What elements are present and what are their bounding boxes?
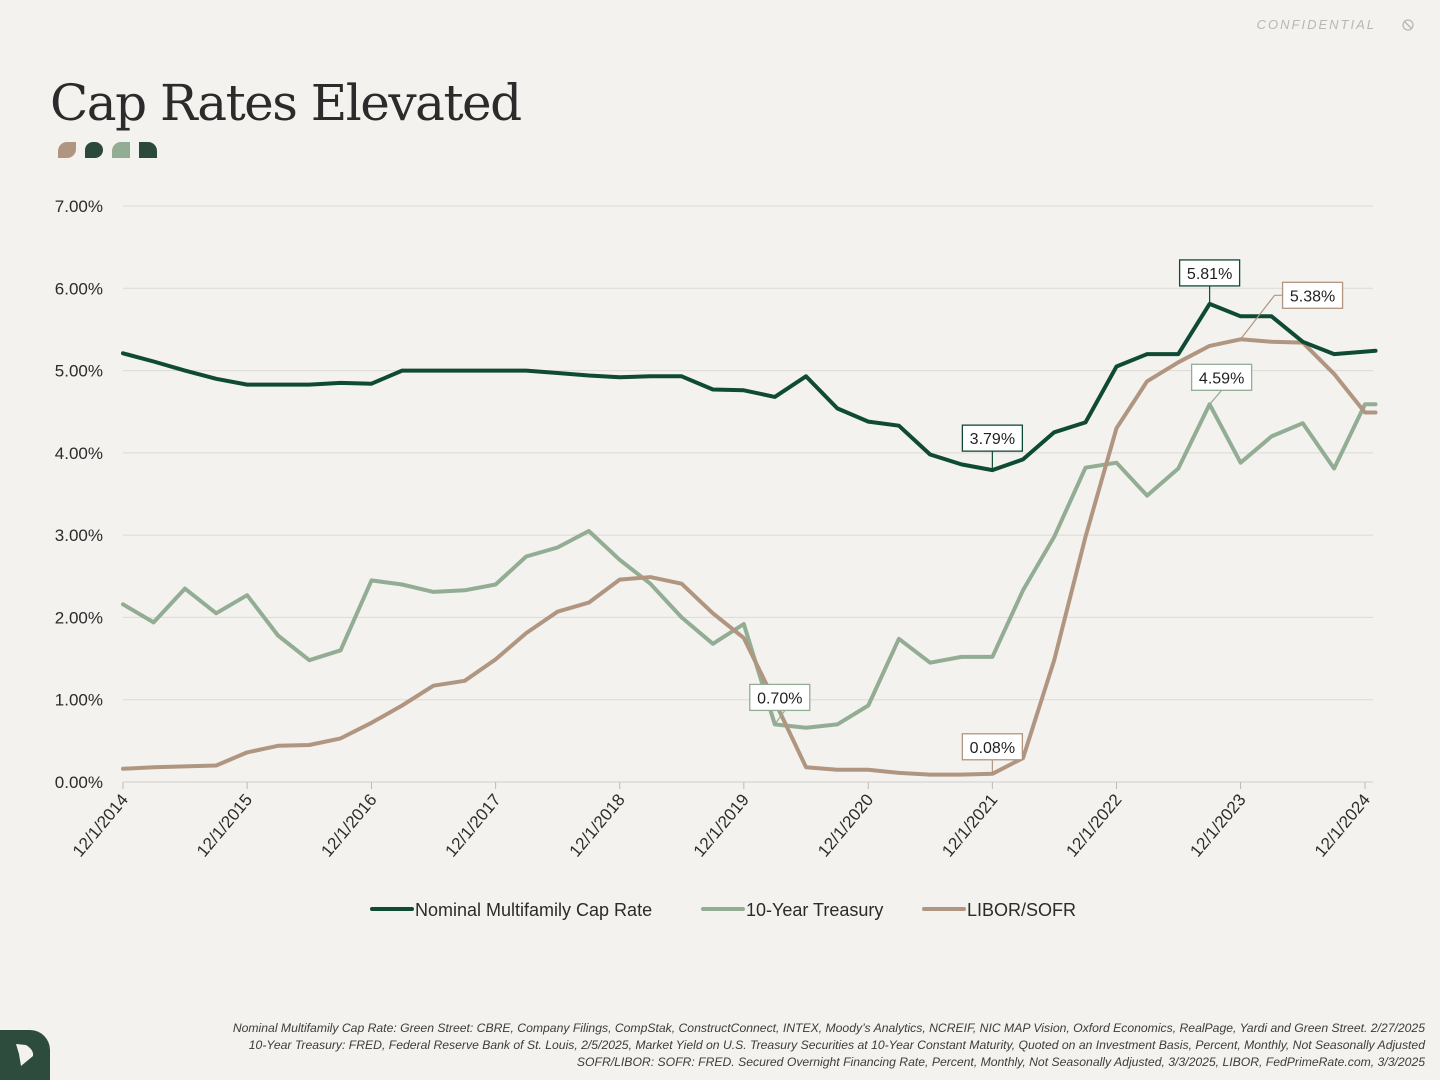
annotation-box (961, 424, 1024, 452)
x-tick-label: 12/1/2018 (566, 790, 629, 860)
chart-legend: Nominal Multifamily Cap Rate 10-Year Trea… (370, 900, 1076, 920)
no-view-icon (1402, 19, 1414, 31)
annotation-label: 5.38% (1290, 288, 1335, 305)
footnote-sofr: SOFR/LIBOR: SOFR: FRED. Secured Overnigh… (576, 1055, 1425, 1069)
annotation-box (961, 733, 1024, 761)
brand-logo-tab (0, 1030, 50, 1080)
data-annotations: 5.81% 5.38% 4.59% 3.79% 0.70% 0.08% (749, 259, 1344, 774)
y-tick-label: 1.00% (55, 691, 103, 710)
y-tick-label: 5.00% (55, 362, 103, 381)
grid-lines (123, 205, 1373, 783)
source-footnotes: Nominal Multifamily Cap Rate: Green Stre… (105, 1020, 1425, 1071)
annotation-leader (1209, 389, 1223, 405)
legend-label: LIBOR/SOFR (967, 900, 1076, 920)
legend-label: Nominal Multifamily Cap Rate (415, 900, 652, 920)
series-line-0 (121, 301, 1378, 473)
page-title: Cap Rates Elevated (50, 74, 522, 132)
legend-label: 10-Year Treasury (746, 900, 883, 920)
annotation-label: 3.79% (970, 431, 1015, 448)
footnote-treasury: 10-Year Treasury: FRED, Federal Reserve … (248, 1038, 1425, 1052)
x-tick-label: 12/1/2020 (814, 790, 877, 860)
y-tick-label: 7.00% (55, 197, 103, 216)
leaf-logo-icon (16, 1044, 34, 1066)
confidential-label: CONFIDENTIAL (1256, 17, 1376, 32)
series-lines (121, 301, 1378, 777)
x-tick-label: 12/1/2023 (1186, 790, 1249, 860)
x-tick-label: 12/1/2016 (317, 790, 380, 860)
rates-line-chart: 0.00% 1.00% 2.00% 3.00% 4.00% 5.00% 6.00% 7.00%… (55, 197, 1378, 920)
x-tick-label: 12/1/2021 (938, 790, 1001, 860)
leaf-shape-icon (112, 142, 130, 158)
annotation-box (1281, 281, 1344, 309)
annotation-box (749, 683, 811, 712)
chart-axes: 0.00% 1.00% 2.00% 3.00% 4.00% 5.00% 6.00% 7.00%… (55, 197, 1374, 861)
x-tick-label: 12/1/2024 (1311, 790, 1374, 860)
y-tick-label: 3.00% (55, 526, 103, 545)
annotation-leader (1240, 294, 1283, 340)
decorative-swatches (58, 142, 157, 158)
y-tick-label: 6.00% (55, 279, 103, 298)
footnote-cap-rate: Nominal Multifamily Cap Rate: Green Stre… (232, 1021, 1425, 1035)
y-tick-label: 2.00% (55, 608, 103, 627)
annotation-label: 0.70% (757, 690, 802, 707)
y-tick-label: 0.00% (55, 773, 103, 792)
annotation-label: 0.08% (970, 740, 1015, 757)
x-tick-label: 12/1/2017 (442, 790, 505, 860)
x-tick-label: 12/1/2015 (193, 790, 256, 860)
leaf-shape-icon (139, 142, 157, 158)
series-line-2 (121, 337, 1378, 777)
annotation-box (1178, 259, 1241, 287)
annotation-label: 5.81% (1187, 266, 1232, 283)
y-tick-label: 4.00% (55, 444, 103, 463)
x-tick-label: 12/1/2014 (69, 790, 132, 860)
annotation-label: 4.59% (1199, 370, 1244, 387)
leaf-shape-icon (85, 142, 103, 158)
annotation-box (1190, 363, 1253, 391)
leaf-shape-icon (58, 142, 76, 158)
x-tick-label: 12/1/2019 (690, 790, 753, 860)
x-tick-label: 12/1/2022 (1062, 790, 1125, 860)
